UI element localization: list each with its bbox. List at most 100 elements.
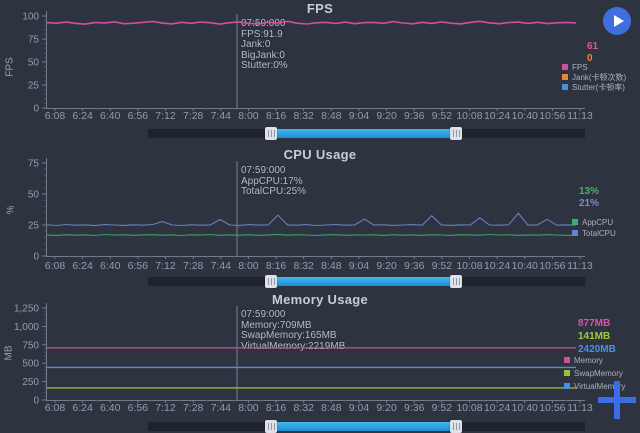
svg-text:6:08: 6:08 [45,402,66,414]
svg-text:6:24: 6:24 [72,260,93,272]
plus-icon [614,381,620,419]
tooltip-fps: FPS:91.9 [241,28,283,40]
legend-item-stutter[interactable]: Stutter(卡顿率) [562,82,626,92]
jank-current-value: 0 [587,53,593,64]
fps-chart-canvas[interactable]: 0 25 50 75 100 6:08 6:24 6:40 6:56 7:12 7:28 7:44 8:… [0,0,640,140]
slider-selected-range[interactable] [277,422,451,431]
tooltip-appcpu: AppCPU:17% [241,175,303,187]
memory-chart-canvas[interactable]: 0 250 500 750 1,000 1,250 6:08 6:24 6:40 6:56 7:12… [0,285,640,423]
legend-item-totalcpu[interactable]: TotalCPU [572,228,616,238]
fps-current-value: 61 [587,41,599,52]
legend-item-jank[interactable]: Jank(卡顿次数) [562,73,626,82]
grip-icon [452,278,460,285]
svg-text:8:48: 8:48 [321,402,342,414]
svg-text:9:20: 9:20 [376,402,397,414]
svg-text:9:04: 9:04 [349,110,370,122]
slider-selected-range[interactable] [277,277,451,286]
slider-left-handle[interactable] [265,420,277,433]
grip-icon [267,278,275,285]
memory-legend: Memory SwapMemory VirtualMemory [564,356,625,395]
legend-item-memory[interactable]: Memory [564,356,625,365]
fps-legend: FPS Jank(卡顿次数) Stutter(卡顿率) [562,63,626,93]
legend-item-swapmemory[interactable]: SwapMemory [564,369,625,378]
svg-text:6:40: 6:40 [100,402,121,414]
svg-text:100: 100 [22,12,39,23]
cpu-time-range-slider[interactable] [148,275,585,288]
cpu-chart-panel: CPU Usage % 07:59:000 AppCPU:17% TotalCP… [0,140,640,288]
svg-text:6:56: 6:56 [128,260,149,272]
svg-text:6:08: 6:08 [45,110,66,122]
tooltip-timestamp: 07:59:000 [241,309,286,320]
svg-text:6:40: 6:40 [100,260,121,272]
svg-text:9:52: 9:52 [432,110,453,122]
svg-text:11:13: 11:13 [567,110,593,122]
legend-item-fps[interactable]: FPS [562,63,626,72]
svg-text:250: 250 [22,377,39,388]
svg-text:1,250: 1,250 [14,304,39,315]
slider-selected-range[interactable] [277,129,451,138]
legend-label: TotalCPU [582,228,616,238]
tooltip-timestamp: 07:59:000 [241,165,286,176]
svg-text:9:20: 9:20 [376,110,397,122]
tooltip-stutter: Stutter:0% [241,60,288,71]
svg-text:8:32: 8:32 [293,402,314,414]
legend-item-virtualmemory[interactable]: VirtualMemory [564,382,625,391]
tooltip-jank: Jank:0 [241,39,271,50]
svg-text:9:04: 9:04 [349,260,370,272]
svg-text:10:08: 10:08 [456,110,482,122]
cpu-legend: AppCPU TotalCPU [572,218,616,240]
fps-chart-panel: FPS FPS 07:59:000 FPS:91.9 Jank:0 BigJan… [0,0,640,140]
svg-text:8:32: 8:32 [293,110,314,122]
memory-tooltip: 07:59:000 Memory:709MB SwapMemory:165MB … [241,309,345,352]
svg-text:10:56: 10:56 [539,110,565,122]
svg-text:75: 75 [28,159,40,170]
svg-text:10:56: 10:56 [539,260,565,272]
svg-text:6:08: 6:08 [45,260,66,272]
svg-text:10:24: 10:24 [484,402,510,414]
virtualmemory-legend-swatch [564,383,570,389]
svg-text:750: 750 [22,340,39,351]
svg-text:0: 0 [33,252,39,263]
memory-time-range-slider[interactable] [148,420,585,433]
play-icon [614,15,624,27]
grip-icon [267,423,275,430]
play-button[interactable] [603,7,631,35]
memory-legend-swatch [564,357,570,363]
svg-text:500: 500 [22,359,39,370]
svg-text:7:28: 7:28 [183,402,204,414]
svg-text:6:24: 6:24 [72,402,93,414]
memory-chart-title: Memory Usage [271,292,369,307]
cpu-chart-canvas[interactable]: 0 25 50 75 6:08 6:24 6:40 6:56 7:12 7:28 7:44 8:00 8… [0,140,640,285]
svg-text:11:13: 11:13 [567,260,593,272]
legend-label: Stutter(卡顿率) [572,82,625,92]
slider-right-handle[interactable] [450,127,462,140]
tooltip-memory: Memory:709MB [241,319,312,331]
totalcpu-current-value: 21% [579,198,600,209]
cpu-chart-title: CPU Usage [283,147,357,162]
slider-right-handle[interactable] [450,275,462,288]
slider-right-handle[interactable] [450,420,462,433]
svg-text:9:52: 9:52 [432,260,453,272]
legend-label: AppCPU [582,217,614,227]
svg-text:8:16: 8:16 [266,402,287,414]
svg-text:7:12: 7:12 [155,402,176,414]
svg-text:0: 0 [33,396,39,407]
add-chart-button[interactable] [598,381,636,419]
grip-icon [267,130,275,137]
slider-left-handle[interactable] [265,127,277,140]
slider-left-handle[interactable] [265,275,277,288]
swapmemory-current-value: 141MB [578,331,611,342]
svg-text:7:44: 7:44 [211,402,232,414]
svg-text:8:00: 8:00 [238,110,259,122]
svg-text:50: 50 [28,190,40,201]
totalcpu-legend-swatch [572,230,578,236]
grip-icon [452,423,460,430]
svg-text:6:56: 6:56 [128,110,149,122]
fps-time-range-slider[interactable] [148,127,585,140]
virtualmemory-current-value: 2420MB [578,344,616,355]
svg-text:9:20: 9:20 [376,260,397,272]
tooltip-totalcpu: TotalCPU:25% [241,186,307,197]
legend-item-appcpu[interactable]: AppCPU [572,217,616,227]
svg-text:10:24: 10:24 [484,260,510,272]
